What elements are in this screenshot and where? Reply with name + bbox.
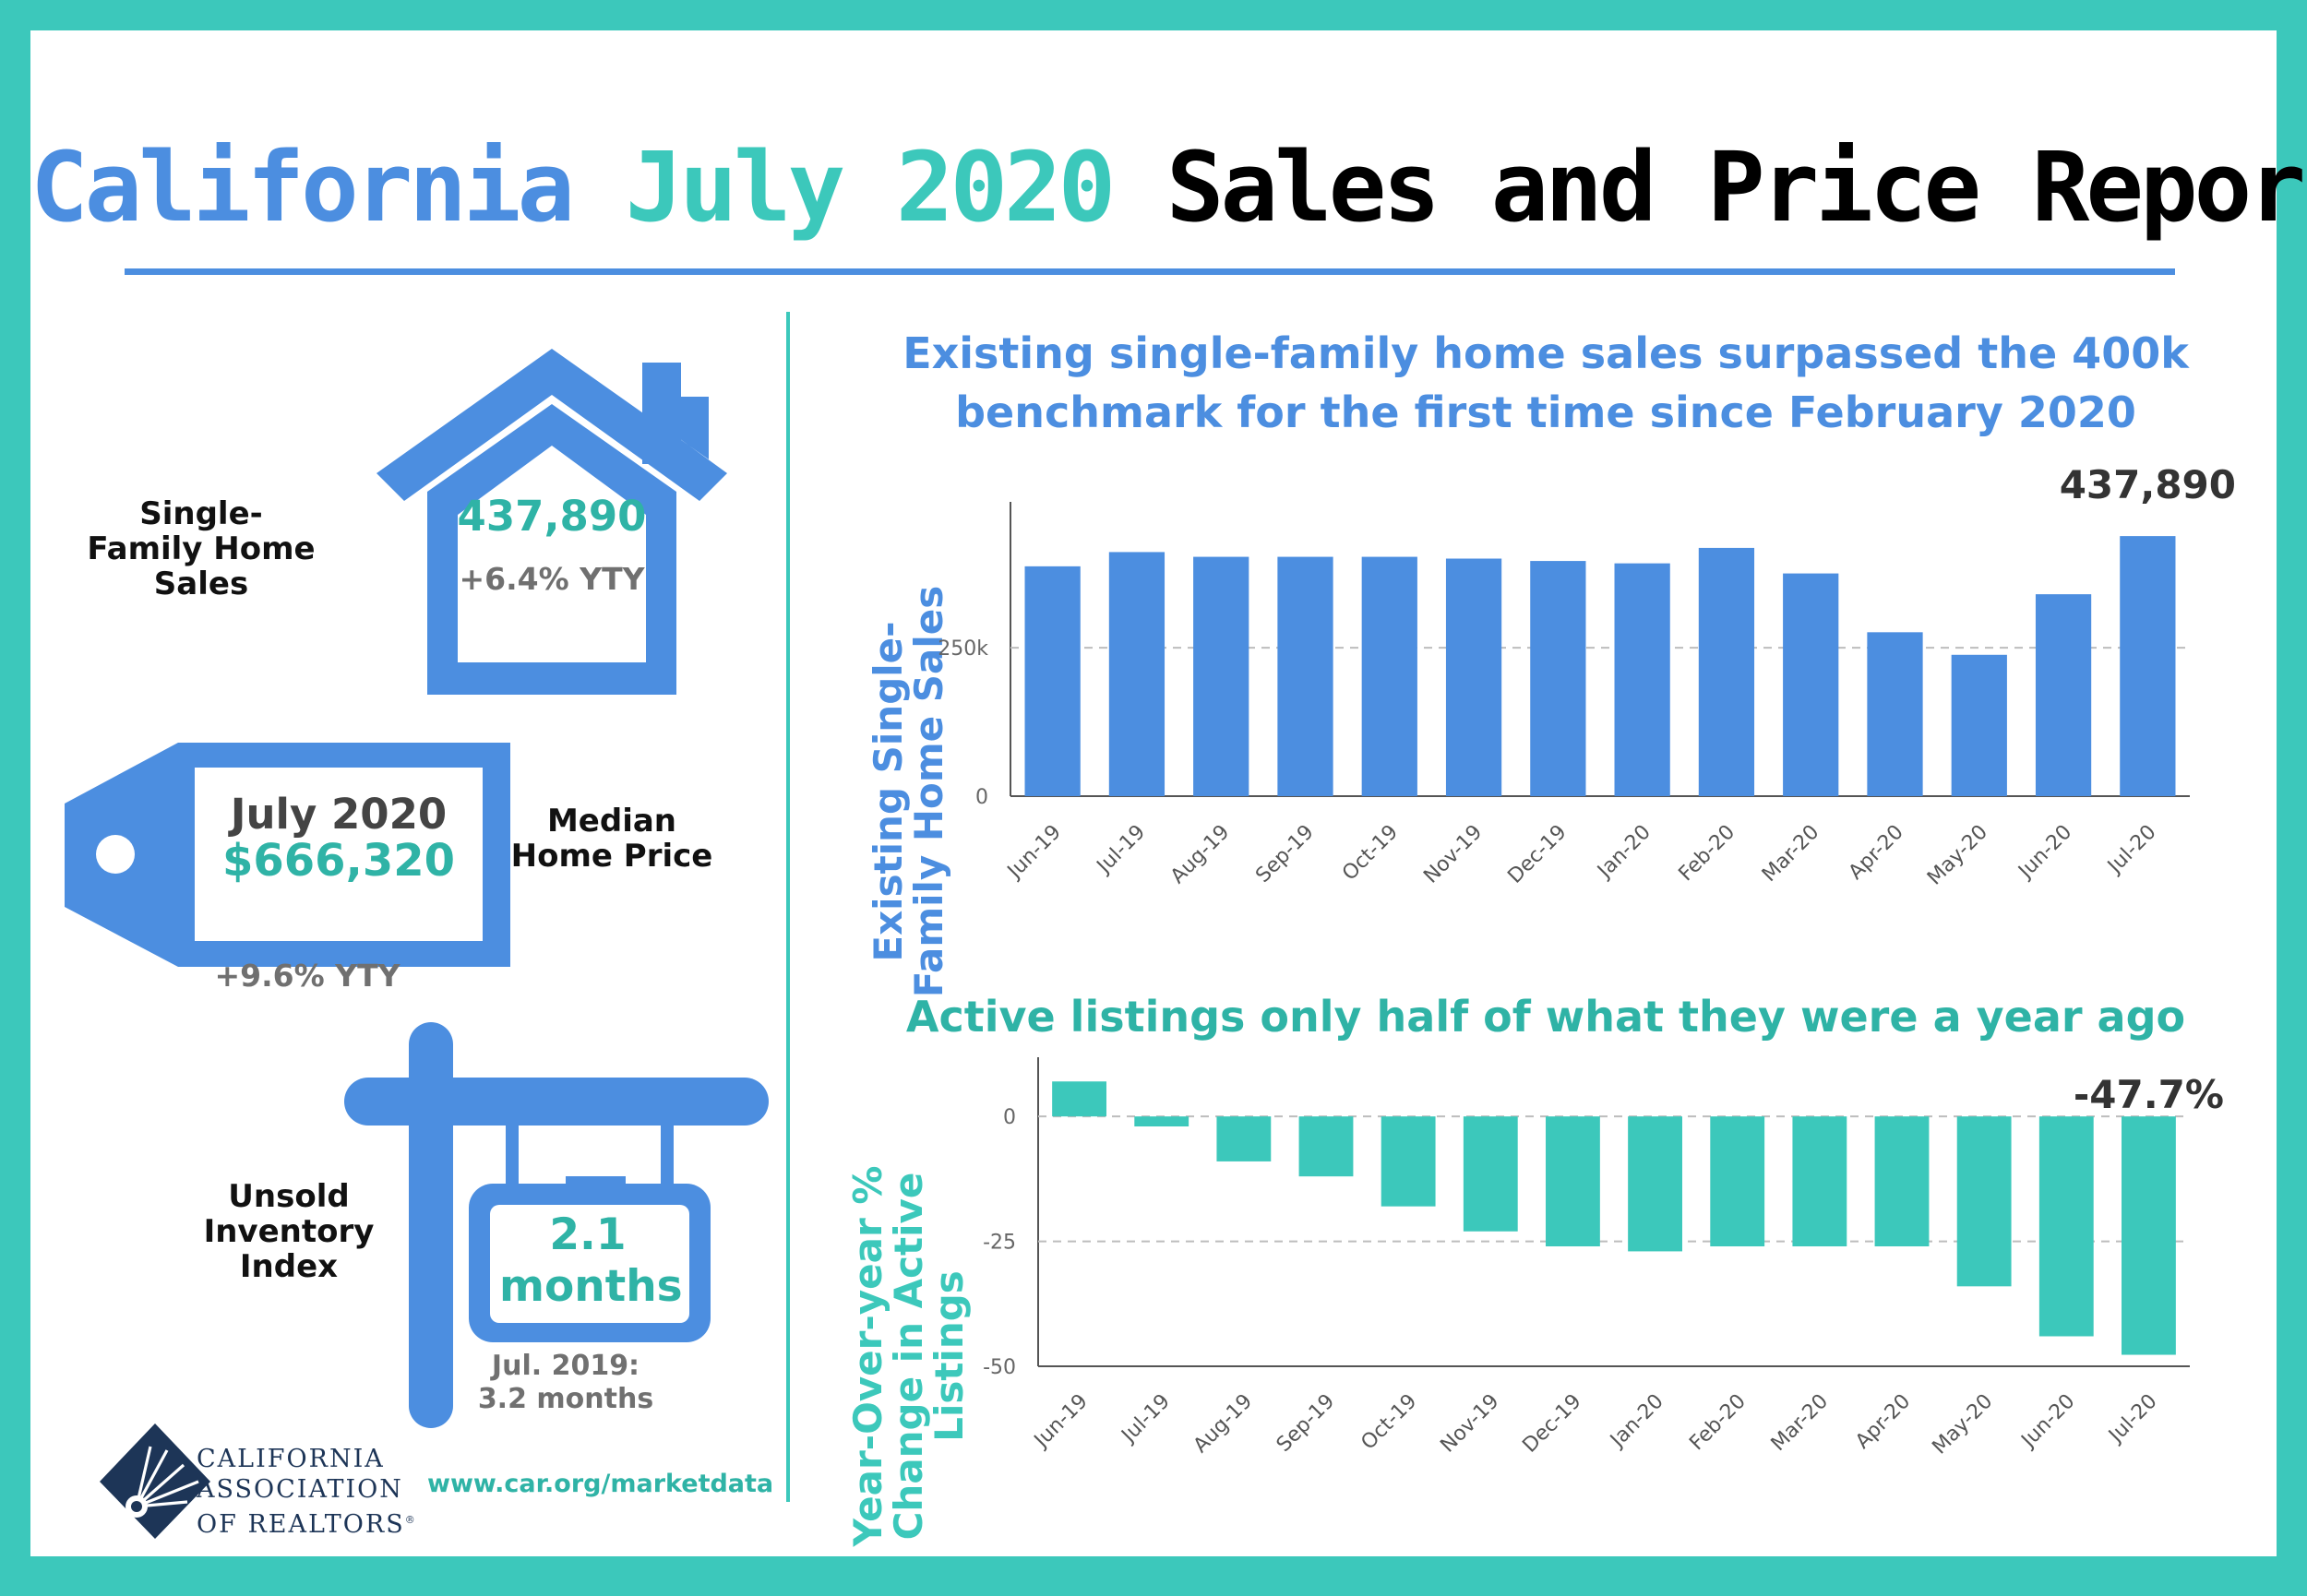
title-part-2: July 2020 bbox=[625, 131, 1117, 244]
price-period: July 2020 bbox=[230, 790, 448, 839]
logo-line-3-wrap: OF REALTORS® bbox=[197, 1505, 417, 1540]
chart1-bar bbox=[1783, 573, 1839, 796]
site-link[interactable]: www.car.org/marketdata bbox=[427, 1470, 774, 1498]
chart1-x-tick-label: Dec-19 bbox=[1503, 821, 1571, 888]
chart1-bar bbox=[1108, 552, 1165, 796]
chart1-title: Existing single-family home sales surpas… bbox=[902, 328, 2189, 437]
inventory-compare: Jul. 2019: 3.2 months bbox=[477, 1350, 654, 1415]
title-rule bbox=[125, 268, 2175, 275]
chart1-annotation: 437,890 bbox=[2060, 462, 2236, 507]
price-tag-hole bbox=[96, 835, 135, 874]
chart1-y-tick-label: 250k bbox=[938, 637, 988, 661]
price-tag-inner bbox=[195, 768, 483, 941]
price-value: $666,320 bbox=[221, 835, 456, 887]
chart1-bar bbox=[1193, 556, 1249, 796]
signpost-icon bbox=[344, 1022, 769, 1428]
logo-registered-mark: ® bbox=[404, 1514, 417, 1526]
logo-line-1: CALIFORNIA bbox=[197, 1445, 385, 1473]
sign-board-inner bbox=[490, 1205, 689, 1323]
logo-line-3: OF REALTORS bbox=[197, 1510, 405, 1539]
chart1-x-tick-label: Jul-19 bbox=[1092, 821, 1150, 879]
sales-value: 437,890 bbox=[457, 492, 647, 541]
chart1-x-tick-label: Sep-19 bbox=[1251, 821, 1318, 887]
chart2-title: Active listings only half of what they w… bbox=[905, 992, 2186, 1042]
house-icon bbox=[377, 349, 727, 695]
chart1-x-tick-label: Oct-19 bbox=[1338, 821, 1403, 886]
inventory-value: 2.1 months bbox=[499, 1209, 683, 1312]
chart1-x-tick-label: Mar-20 bbox=[1758, 821, 1823, 887]
chart1-bar bbox=[1277, 556, 1333, 796]
infographic-card: California July 2020 Sales and Price Rep… bbox=[30, 30, 2307, 1556]
chart1-bar bbox=[1698, 547, 1755, 796]
chart1-bar bbox=[1445, 558, 1502, 796]
inventory-label: Unsold Inventory Index bbox=[203, 1178, 375, 1285]
chart1-x-tick-label: May-20 bbox=[1923, 821, 1992, 890]
chart1-bar bbox=[1614, 563, 1670, 796]
sales-label: Single-Family Home Sales bbox=[87, 495, 316, 602]
house-body bbox=[427, 404, 676, 695]
chart1-bar bbox=[2035, 594, 2092, 796]
chart1-bar bbox=[2120, 536, 2176, 796]
page-title: California July 2020 Sales and Price Rep… bbox=[30, 127, 2307, 247]
logo-line-2: ASSOCIATION bbox=[197, 1475, 403, 1504]
chart1-x-tick-label: Jul-20 bbox=[2102, 821, 2160, 879]
signpost-arm bbox=[344, 1078, 769, 1126]
chart1-x-tick-label: Jun-19 bbox=[1002, 821, 1066, 885]
chart1-y-tick-label: 0 bbox=[975, 786, 988, 809]
chart1-x-tick-label: Feb-20 bbox=[1675, 821, 1740, 887]
price-change: +9.6% YTY bbox=[214, 958, 400, 994]
chart1-bar bbox=[1951, 654, 2007, 796]
chart1-x-tick-label: Nov-19 bbox=[1419, 821, 1487, 888]
chart1-bar bbox=[1867, 632, 1923, 796]
title-part-1: California bbox=[30, 131, 575, 244]
car-logo-icon bbox=[100, 1423, 210, 1539]
price-tag-icon bbox=[65, 743, 510, 967]
chart1-x-tick-label: Aug-19 bbox=[1166, 821, 1234, 888]
chart1-x-tick-label: Jun-20 bbox=[2014, 821, 2077, 885]
house-chimney bbox=[642, 363, 681, 464]
title-part-3: Sales and Price Report bbox=[1165, 131, 2307, 244]
chart1-x-tick-label: Apr-20 bbox=[1845, 821, 1908, 885]
chart1-svg: 0 250k Jun-19 Jul-19 Aug-19 Sep-19 Oct-19 Nov-1… bbox=[938, 462, 2236, 890]
sign-chain-left bbox=[506, 1126, 519, 1190]
chart1-bar bbox=[1530, 561, 1586, 796]
chart1-bar bbox=[1024, 566, 1081, 796]
sign-chain-right bbox=[661, 1126, 674, 1190]
column-divider bbox=[786, 312, 790, 1502]
chart2-ylabel: Year-Over-year % Change in Active Listin… bbox=[845, 1165, 972, 1547]
sales-change: +6.4% YTY bbox=[459, 561, 645, 597]
chart1-x-tick-label: Jan-20 bbox=[1592, 821, 1655, 884]
price-label: Median Home Price bbox=[510, 803, 713, 875]
chart1-bar bbox=[1361, 556, 1417, 796]
